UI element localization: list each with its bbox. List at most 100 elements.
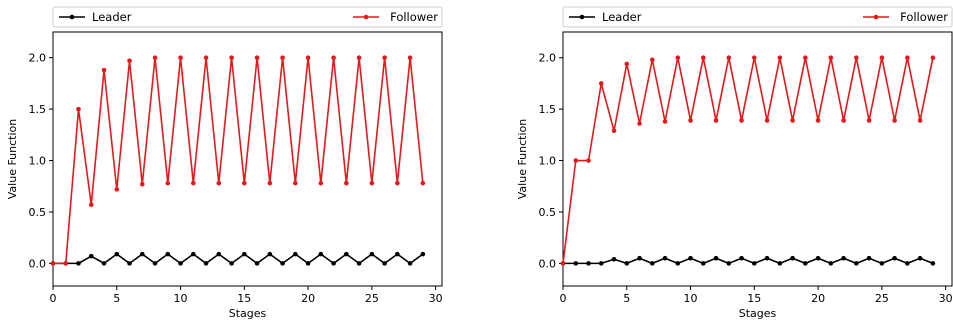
legend-marker-follower: [873, 14, 879, 20]
data-point-leader: [369, 251, 375, 257]
data-point-follower: [420, 180, 426, 186]
series-line-follower: [562, 56, 934, 264]
legend-label-leader: Leader: [602, 10, 642, 24]
data-point-follower: [369, 180, 375, 186]
data-point-leader: [752, 261, 757, 266]
x-tick-label: 15: [747, 292, 761, 305]
data-point-follower: [752, 55, 757, 61]
series-leader: [50, 251, 426, 266]
series-line-leader: [563, 257, 934, 265]
data-point-follower: [305, 55, 311, 61]
data-point-follower: [790, 118, 795, 123]
data-point-leader: [229, 261, 234, 266]
data-point-leader: [76, 261, 81, 266]
y-tick-label: 1.5: [539, 103, 557, 116]
data-point-follower: [905, 55, 910, 61]
data-point-leader: [649, 261, 655, 266]
data-point-follower: [331, 55, 336, 61]
data-point-follower: [229, 55, 234, 61]
data-point-follower: [216, 180, 222, 186]
data-point-follower: [114, 187, 120, 192]
data-point-leader: [101, 261, 107, 266]
data-point-leader: [305, 261, 311, 266]
legend-box: [52, 6, 443, 28]
y-tick-label: 0.5: [539, 206, 557, 219]
data-point-follower: [152, 55, 158, 61]
data-point-leader: [356, 261, 362, 266]
data-point-follower: [88, 202, 94, 208]
data-point-follower: [649, 57, 655, 63]
x-tick-label: 30: [429, 292, 443, 305]
data-point-leader: [905, 261, 910, 266]
data-point-follower: [356, 55, 362, 61]
data-point-leader: [254, 261, 260, 266]
data-point-follower: [917, 118, 923, 123]
legend-label-follower: Follower: [390, 10, 438, 24]
data-point-leader: [420, 251, 426, 257]
data-point-follower: [50, 261, 56, 266]
data-point-leader: [114, 251, 120, 257]
data-point-leader: [815, 255, 821, 261]
data-point-leader: [828, 261, 834, 266]
data-point-follower: [764, 118, 770, 123]
data-point-follower: [598, 81, 604, 86]
y-tick-label: 2.0: [539, 52, 557, 65]
data-point-leader: [395, 251, 400, 257]
series-follower: [50, 55, 426, 266]
data-point-leader: [917, 255, 923, 261]
x-tick-label: 20: [811, 292, 825, 305]
data-point-leader: [611, 256, 617, 262]
data-point-follower: [828, 55, 834, 61]
data-point-leader: [216, 251, 222, 257]
chart-panel-1: 0 5 10 15 20 25 30 0.0 0.5 1.0 1.5 2.0 Stages Value F…: [6, 6, 443, 320]
data-point-follower: [267, 180, 273, 186]
data-point-leader: [700, 261, 706, 266]
y-tick-label: 0.0: [539, 257, 557, 270]
x-tick-label: 10: [684, 292, 698, 305]
data-point-follower: [573, 158, 579, 163]
data-point-follower: [165, 180, 171, 186]
data-point-leader: [242, 251, 247, 257]
data-point-leader: [152, 261, 158, 266]
y-tick-label: 1.5: [29, 103, 47, 116]
x-tick-label: 20: [301, 292, 315, 305]
data-point-follower: [560, 261, 566, 266]
series-line-follower: [53, 56, 424, 265]
data-point-follower: [139, 181, 145, 187]
x-tick-label: 25: [365, 292, 379, 305]
data-point-leader: [190, 251, 196, 257]
x-tick-label: 25: [875, 292, 889, 305]
data-point-follower: [688, 118, 693, 123]
data-point-leader: [178, 261, 183, 266]
plot-frame: [52, 31, 443, 287]
legend-marker-leader: [69, 14, 75, 20]
data-point-leader: [777, 261, 783, 266]
data-point-leader: [267, 251, 273, 257]
data-point-leader: [764, 255, 770, 261]
data-point-follower: [815, 118, 821, 123]
legend-marker-leader: [579, 14, 585, 20]
data-point-leader: [203, 261, 209, 266]
data-point-follower: [318, 180, 324, 186]
data-point-leader: [854, 261, 859, 266]
legend-box: [562, 6, 953, 28]
data-point-follower: [586, 158, 591, 163]
legend: Leader Follower: [562, 6, 953, 28]
data-point-leader: [637, 255, 642, 261]
data-point-leader: [293, 251, 298, 257]
legend-label-leader: Leader: [92, 10, 132, 24]
data-point-leader: [841, 255, 846, 261]
data-point-leader: [713, 255, 719, 261]
series-follower: [560, 55, 936, 266]
data-point-leader: [407, 261, 413, 266]
series-leader: [560, 255, 936, 266]
data-point-leader: [790, 255, 795, 261]
data-point-follower: [178, 55, 183, 61]
data-point-leader: [892, 255, 897, 261]
data-point-follower: [930, 55, 936, 61]
data-point-follower: [127, 58, 132, 64]
data-point-leader: [662, 255, 668, 261]
data-point-follower: [407, 55, 413, 61]
data-point-follower: [700, 55, 706, 61]
